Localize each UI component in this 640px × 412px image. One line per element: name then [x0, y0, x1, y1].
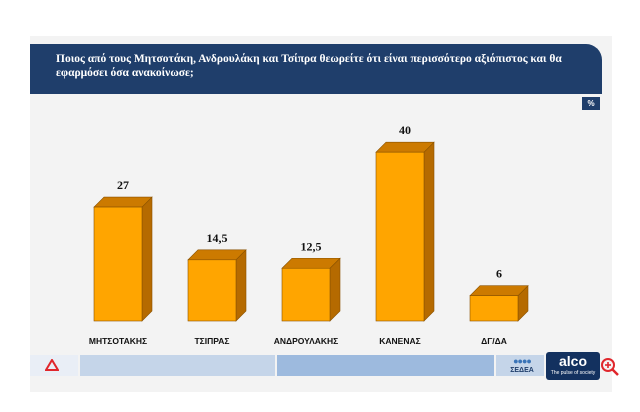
bar-side-0: [141, 196, 153, 322]
bar-2: [281, 267, 331, 322]
bar-top-3: [375, 141, 435, 153]
people-icon: ●●●●: [513, 356, 532, 366]
value-label-1: 14,5: [207, 231, 228, 245]
alco-logo: alco The pulse of society: [546, 352, 600, 380]
bar-3: [375, 151, 425, 322]
bar-top-0: [93, 196, 153, 208]
value-label-0: 27: [117, 178, 129, 192]
bar-4: [469, 295, 519, 322]
value-label-2: 12,5: [301, 239, 322, 253]
footer-strip-4: [496, 355, 544, 376]
sedea-label: ΣΕΔΕΑ: [510, 367, 534, 374]
bar-top-2: [281, 257, 341, 269]
category-label-0: ΜΗΤΣΟΤΑΚΗΣ: [89, 336, 147, 346]
bar-top-4: [469, 285, 529, 296]
category-label-3: ΚΑΝΕΝΑΣ: [379, 336, 420, 346]
footer-strip-2: [80, 355, 275, 376]
value-label-3: 40: [399, 123, 411, 137]
alco-label: alco: [558, 353, 587, 369]
bar-side-1: [235, 249, 247, 322]
magnifier-plus-icon[interactable]: [600, 357, 620, 377]
value-label-4: 6: [496, 267, 502, 281]
bar-side-2: [329, 257, 341, 322]
footer-strip-3: [277, 355, 494, 376]
alco-tagline: The pulse of society: [550, 370, 596, 376]
bar-top-1: [187, 249, 247, 261]
bar-side-3: [423, 141, 435, 322]
footer-strip-1: [30, 355, 78, 376]
sedea-logo: ●●●● ΣΕΔΕΑ: [502, 356, 542, 376]
red-triangle-logo-icon: [44, 358, 60, 371]
question-title: Ποιος από τους Μητσοτάκη, Ανδρουλάκη και…: [30, 44, 602, 94]
category-label-2: ΑΝΔΡΟΥΛΑΚΗΣ: [274, 336, 339, 346]
category-label-1: ΤΣΙΠΡΑΣ: [194, 336, 229, 346]
bar-0: [93, 206, 143, 322]
bar-1: [187, 259, 237, 322]
category-label-4: ΔΓ/ΔΑ: [481, 336, 507, 346]
percent-badge: %: [582, 97, 600, 110]
